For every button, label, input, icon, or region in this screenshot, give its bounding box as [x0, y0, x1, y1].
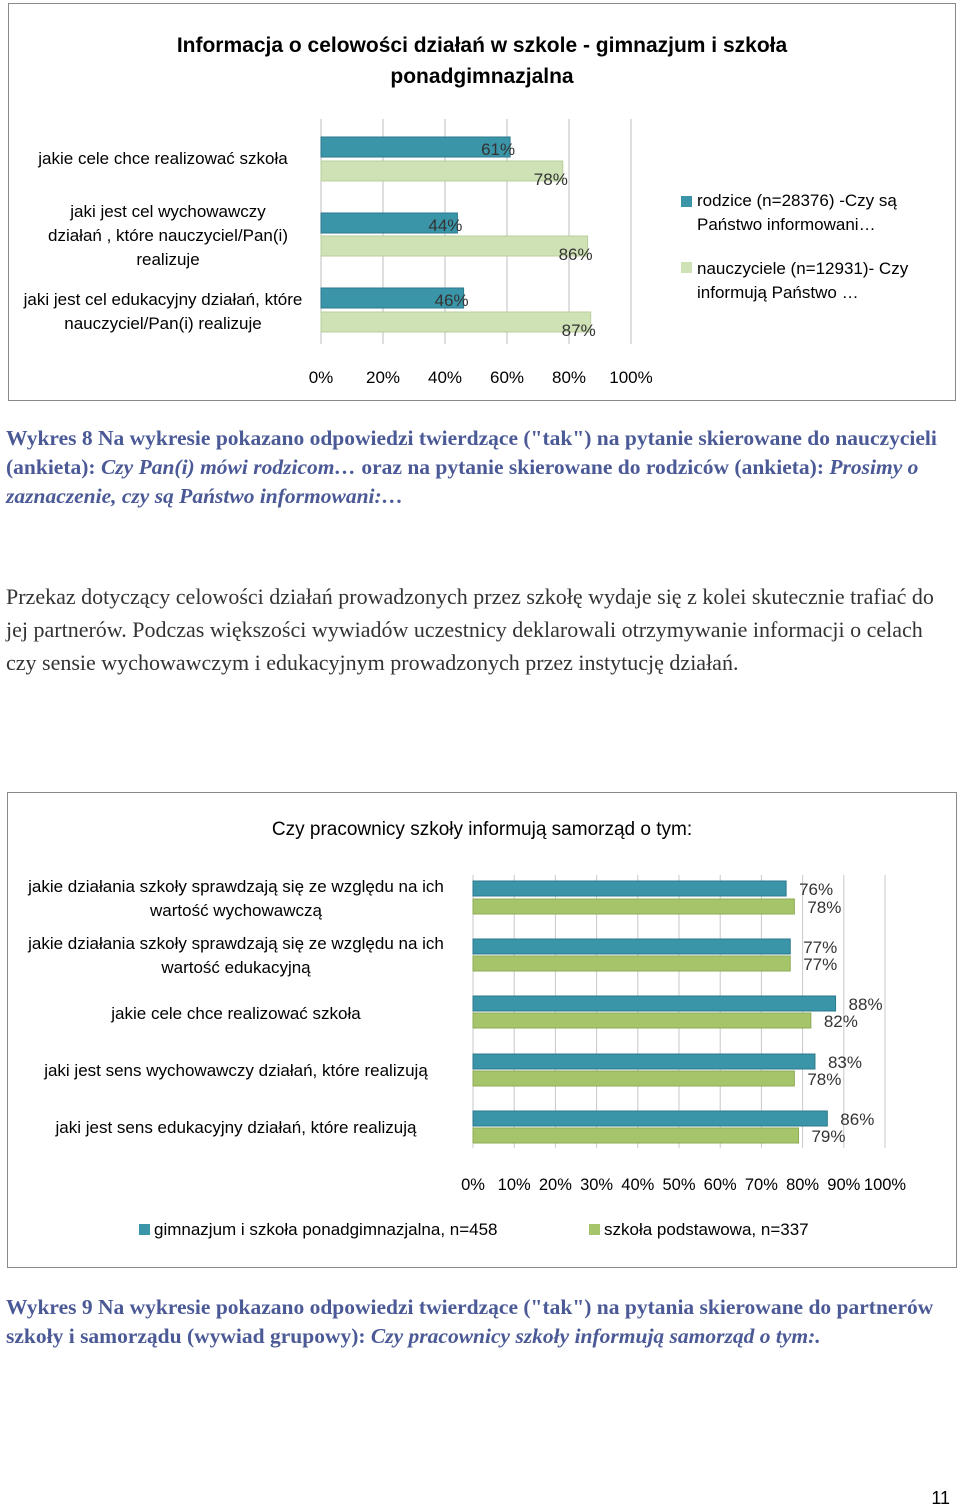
chart2-legend-swatch-sp: [589, 1224, 600, 1235]
chart2-x-tick-label: 0%: [461, 1176, 485, 1194]
chart2-data-label: 76%: [799, 880, 833, 899]
figure8-caption-text: Wykres 8 Na wykresie pokazano odpowiedzi…: [6, 426, 937, 479]
chart2-data-label: 78%: [807, 898, 841, 917]
chart2-x-tick-label: 100%: [864, 1176, 907, 1194]
chart2-bar: [472, 1127, 799, 1144]
chart2-title: Czy pracownicy szkoły informują samorząd…: [271, 819, 693, 840]
chart1-x-tick-label: 0%: [309, 368, 334, 387]
figure9-caption-text: Wykres 9 Na wykresie pokazano odpowiedzi…: [6, 1295, 934, 1348]
figure9-caption: Wykres 9 Na wykresie pokazano odpowiedzi…: [6, 1293, 946, 1351]
figure9-question: Czy pracownicy szkoły informują samorząd…: [370, 1324, 821, 1348]
chart1-legend-swatch-teachers: [681, 262, 692, 273]
chart2-data-label: 77%: [803, 938, 837, 957]
chart1-legend-swatch-parents: [681, 196, 692, 207]
chart2-data-label: 79%: [811, 1127, 845, 1146]
chart2-data-label: 86%: [840, 1110, 874, 1129]
page-number: 11: [931, 1488, 950, 1508]
chart1-x-tick-label: 40%: [428, 368, 462, 387]
chart2-data-label: 83%: [828, 1053, 862, 1072]
chart2-x-tick-label: 90%: [827, 1176, 860, 1194]
figure8-caption-middle: oraz na pytanie skierowane do rodziców (…: [355, 455, 830, 479]
chart2-data-label: 77%: [803, 955, 837, 974]
chart1-frame: Informacja o celowości działań w szkole …: [8, 3, 956, 401]
chart2-x-tick-label: 20%: [539, 1176, 572, 1194]
chart1-bar: [320, 212, 458, 234]
chart1-bar: [320, 287, 465, 309]
figure8-caption: Wykres 8 Na wykresie pokazano odpowiedzi…: [6, 424, 946, 511]
chart2-category-label: jakie cele chce realizować szkoła: [111, 1004, 361, 1023]
chart1-bar: [320, 235, 589, 257]
chart2-bar: [472, 1053, 816, 1070]
chart1-x-tick-label: 60%: [490, 368, 524, 387]
chart2-category-label: jakie działania szkoły sprawdzają się ze…: [28, 934, 444, 977]
chart1-title: Informacja o celowości działań w szkole …: [176, 34, 788, 88]
chart2-frame: Czy pracownicy szkoły informują samorząd…: [7, 792, 957, 1268]
figure8-question-parents: Prosimy o zaznaczenie, czy są Państwo in…: [6, 455, 919, 508]
chart1-data-label: 87%: [562, 321, 596, 340]
chart2-x-tick-label: 60%: [704, 1176, 737, 1194]
chart2-legend-gim: gimnazjum i szkoła ponadgimnazjalna, n=4…: [154, 1220, 498, 1239]
chart1-category-label: jaki jest cel edukacyjny działań, które …: [23, 290, 303, 333]
chart2-data-label: 78%: [807, 1070, 841, 1089]
chart2-legend-swatch-gim: [139, 1224, 150, 1235]
chart1-plot: 0% 20% 40% 60% 80% 100% 61% 44% 46% 78% 86% 87%: [309, 119, 653, 387]
chart2-bar: [472, 880, 787, 897]
chart1-legend-teachers: nauczyciele (n=12931)- Czy informują Pań…: [697, 259, 909, 302]
chart1-category-label: jaki jest cel wychowawczy działań , któr…: [47, 202, 288, 269]
chart2-bar: [472, 955, 791, 972]
chart2-x-tick-label: 10%: [498, 1176, 531, 1194]
chart1-x-tick-label: 80%: [552, 368, 586, 387]
chart2-data-label: 88%: [849, 995, 883, 1014]
chart1-data-label: 61%: [481, 140, 515, 159]
chart1-data-label: 86%: [559, 245, 593, 264]
chart2-bar: [472, 938, 791, 955]
chart1-data-label: 46%: [435, 291, 469, 310]
chart1-x-tick-label: 100%: [609, 368, 652, 387]
chart2-bar: [472, 898, 795, 915]
chart2-bar: [472, 1070, 795, 1087]
chart1-bar: [320, 160, 564, 182]
chart1-category-label: jakie cele chce realizować szkoła: [38, 149, 288, 168]
chart2-x-tick-label: 50%: [662, 1176, 695, 1194]
chart2-bar: [472, 1012, 812, 1029]
figure8-question-teachers: Czy Pan(i) mówi rodzicom…: [100, 455, 356, 479]
chart1-bar: [320, 311, 592, 333]
chart1-legend-parents: rodzice (n=28376) -Czy są Państwo inform…: [697, 191, 897, 234]
chart1-x-tick-label: 20%: [366, 368, 400, 387]
chart2-x-tick-label: 70%: [745, 1176, 778, 1194]
chart2-x-tick-label: 80%: [786, 1176, 819, 1194]
chart1-data-label: 78%: [534, 170, 568, 189]
chart2-category-label: jakie działania szkoły sprawdzają się ze…: [28, 877, 444, 920]
body-paragraph: Przekaz dotyczący celowości działań prow…: [6, 584, 934, 675]
chart2-x-tick-label: 40%: [621, 1176, 654, 1194]
chart2-category-label: jaki jest sens wychowawczy działań, któr…: [44, 1061, 428, 1080]
chart2-data-label: 82%: [824, 1012, 858, 1031]
chart2-bar: [472, 995, 837, 1012]
chart1-bar: [320, 136, 511, 158]
chart2-legend-sp: szkoła podstawowa, n=337: [604, 1220, 809, 1239]
chart2-bar: [472, 1110, 828, 1127]
chart2-plot: 0% 10% 20% 30% 40% 50% 60% 70% 80% 90% 100% 76% 77% 8…: [461, 875, 907, 1194]
chart2-category-label: jaki jest sens edukacyjny działań, które…: [55, 1118, 417, 1137]
chart1-data-label: 44%: [428, 216, 462, 235]
chart2-x-tick-label: 30%: [580, 1176, 613, 1194]
